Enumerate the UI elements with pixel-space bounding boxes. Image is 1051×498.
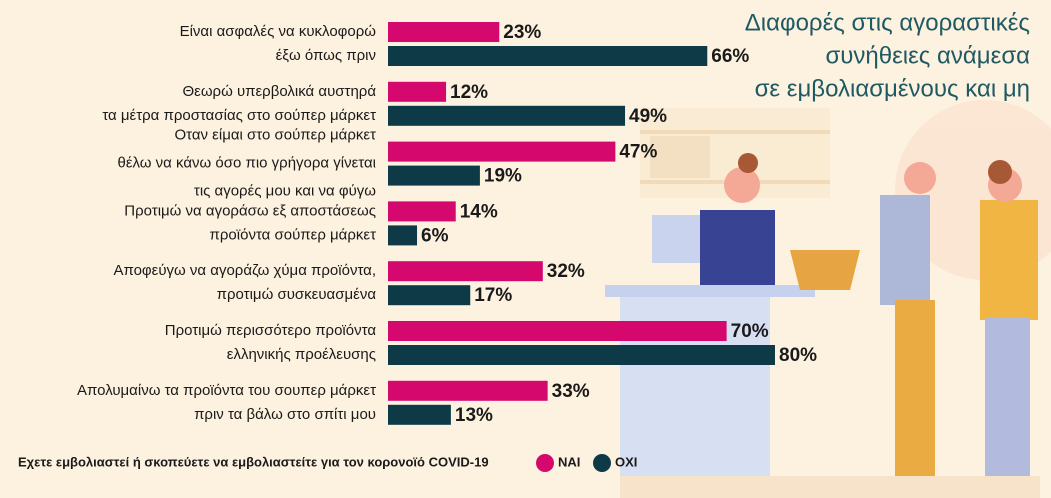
category-label: Αποφεύγω να αγοράζω χύμα προϊόντα, [113, 262, 376, 279]
chart-title: συνήθειες ανάμεσα [825, 42, 1030, 69]
chart-title: Διαφορές στις αγοραστικές [745, 9, 1030, 36]
illustration [605, 100, 1051, 498]
category-label: τις αγορές μου και να φύγω [194, 183, 376, 200]
title: Διαφορές στις αγοραστικές συνήθειες ανάμε… [745, 9, 1030, 102]
value-label: 6% [421, 225, 449, 246]
category-label: Είναι ασφαλές να κυκλοφορώ [180, 23, 377, 40]
value-label: 32% [547, 261, 585, 282]
bars: Είναι ασφαλές να κυκλοφορώ έξω όπως πριν 2… [77, 22, 817, 426]
category-label: τα μέτρα προστασίας στο σούπερ μάρκετ [102, 107, 376, 124]
value-label: 70% [731, 321, 769, 342]
bar [388, 105, 626, 126]
category-label: θέλω να κάνω όσο πιο γρήγορα γίνεται [117, 155, 376, 172]
value-label: 49% [629, 106, 667, 127]
bar [388, 165, 480, 186]
category-label: ελληνικής προέλευσης [227, 346, 376, 363]
legend-swatch [593, 454, 611, 472]
bar [388, 201, 456, 222]
bar [388, 81, 447, 102]
value-label: 14% [460, 201, 498, 222]
value-label: 23% [503, 22, 541, 43]
category-label: Προτιμώ περισσότερο προϊόντα [165, 322, 377, 339]
legend: Εχετε εμβολιαστεί ή σκοπεύετε να εμβολια… [18, 454, 637, 472]
chart-title: σε εμβολιασμένους και μη [755, 75, 1030, 102]
bar [388, 285, 471, 306]
category-label: προτιμώ συσκευασμένα [217, 286, 377, 303]
category-label: προϊόντα σούπερ μάρκετ [210, 226, 377, 243]
value-label: 33% [552, 381, 590, 402]
bar [388, 46, 708, 66]
category-label: Οταν είμαι στο σούπερ μάρκετ [174, 127, 376, 144]
value-label: 12% [450, 82, 488, 103]
bar [388, 261, 543, 282]
category-label: έξω όπως πριν [276, 47, 376, 64]
value-label: 47% [619, 142, 657, 163]
bar [388, 404, 451, 425]
value-label: 13% [455, 405, 493, 426]
legend-label: ΝΑΙ [558, 454, 580, 469]
value-label: 17% [474, 285, 512, 306]
category-label: Προτιμώ να αγοράσω εξ αποστάσεως [124, 202, 376, 219]
bar [388, 345, 775, 365]
legend-swatch [536, 454, 554, 472]
category-label: Θεωρώ υπερβολικά αυστηρά [182, 83, 376, 100]
bar [388, 225, 418, 246]
bar [388, 22, 500, 42]
value-label: 19% [484, 166, 522, 187]
bar [388, 141, 616, 162]
bar [388, 321, 727, 341]
value-label: 80% [779, 345, 817, 366]
legend-label: ΟΧΙ [615, 454, 637, 469]
category-label: Απολυμαίνω τα προϊόντα του σουπερ μάρκετ [77, 382, 376, 399]
legend-title: Εχετε εμβολιαστεί ή σκοπεύετε να εμβολια… [18, 454, 489, 469]
bar [388, 380, 548, 401]
category-label: πριν τα βάλω στο σπίτι μου [194, 406, 376, 423]
value-label: 66% [711, 46, 749, 67]
